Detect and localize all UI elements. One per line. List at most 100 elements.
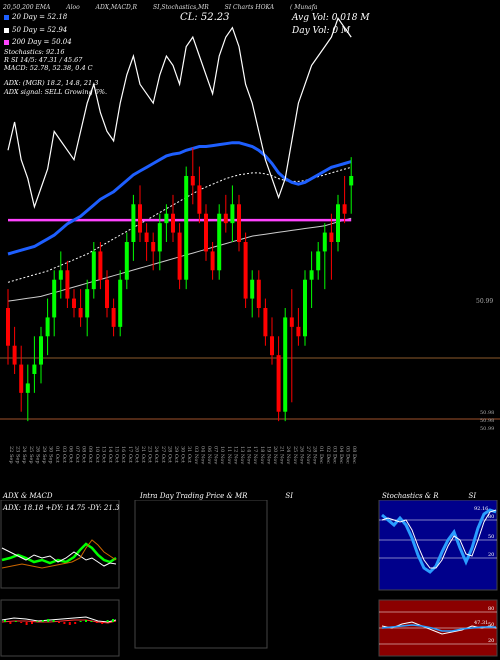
intraday-panel [134,500,268,649]
adx-readout: ADX: (MGR) 18.2, 14.8, 21.3 [4,79,99,87]
adx-macd-title: ADX & MACD [3,492,53,500]
candle-body [210,251,215,271]
macd-line [1,616,117,623]
candle-body [157,223,162,252]
rsi-signal-line [381,624,496,632]
x-tick-label: 15 Oct [114,446,120,463]
macd-bar [95,622,98,623]
candle-body [118,279,123,327]
x-tick-label: 27 Oct [160,446,166,463]
price-tag: 50.99 [476,298,493,305]
stoch-value-label: 92.16 [474,506,488,512]
candle-body [336,204,340,242]
candle-body [98,251,103,280]
candle-body [349,176,354,186]
stoch-k-line [381,508,497,574]
x-axis-labels: 22 Sep 23 Sep 24 Sep 25 Sep 26 Sep 29 Sep 30 S… [8,446,357,464]
candle-body [151,242,156,252]
ema20-line [7,141,352,256]
header-item: Aloo [66,4,80,11]
ma-legend-200: 200 Day = 50.04 [4,38,72,46]
x-tick-label: 01 Dec [318,446,324,464]
rsi-tick: 50 [488,622,494,628]
x-tick-label: 08 Oct [81,446,87,463]
x-tick-label: 06 Nov [206,446,212,464]
x-tick-label: 31 Oct [186,446,192,463]
candle-body [309,270,314,280]
header-item: ADX,MACD,R [95,4,138,11]
x-tick-label: 23 Sep [15,446,21,464]
rsi-value-label: 47.31 [474,620,488,626]
intraday-title: Intra Day Trading Price & MR SI [140,492,293,500]
price-label: 50.99 [480,426,494,432]
x-tick-label: 21 Nov [279,446,285,464]
macd-bar [14,621,17,622]
macd-bar [106,620,109,622]
candle-body [289,317,294,327]
avg-volume: Avg Vol: 0.018 M [292,13,370,23]
candle-body [78,308,83,318]
x-tick-label: 30 Oct [180,446,186,463]
adx-signal: ADX signal: SELL Growing 6%. [4,88,108,96]
candle-body [144,232,149,242]
candles [6,147,354,422]
candle-body [25,383,30,393]
adx-line [1,539,117,569]
x-tick-label: 10 Nov [219,446,225,464]
x-tick-label: 29 Oct [173,446,179,463]
x-tick-label: 25 Sep [28,446,34,464]
macd-histogram [4,619,114,625]
stoch-tick: 80 [488,514,494,520]
adx-minus-line [1,547,117,567]
macd-bar [25,622,28,625]
macd-bar [58,622,60,623]
ma20-swatch [4,14,9,20]
x-tick-label: 02 Dec [325,446,331,464]
candle-body [164,213,169,224]
candle-body [184,176,189,280]
chart-header: 20,50,200 EMA Aloo ADX,MACD,R SI,Stochas… [3,4,332,11]
adx-plus-line [1,542,117,565]
x-tick-label: 25 Nov [292,446,298,464]
candle-body [296,326,301,337]
candle-body [342,204,347,214]
adx-box [0,500,120,589]
stoch-d-line [381,509,497,569]
price-label: 50.98 [480,410,494,416]
candle-body [270,336,274,356]
candle-body [322,232,327,252]
x-tick-label: 12 Nov [232,446,238,464]
header-item: SI,Stochastics,MR [152,4,209,11]
candle-body [283,317,288,412]
candle-body [124,242,129,280]
price-line [7,17,352,210]
ma-legend-20: 20 Day = 52.18 [4,13,67,21]
macd-bar [41,620,44,622]
x-tick-label: 27 Nov [305,446,311,464]
x-tick-label: 26 Nov [298,446,304,464]
x-tick-label: 04 Nov [199,446,205,464]
macd-readout: MACD: 52.78, 52.38, 0.4 C [4,64,93,72]
rsi-readout: R SI 14/5: 47.31 / 45.67 [4,56,83,64]
x-tick-label: 20 Nov [272,446,278,464]
stoch-tick: 50 [488,534,494,540]
stoch-rsi-panel: 80 50 20 92.16 80 50 20 47.31 [378,500,498,657]
x-tick-label: 07 Oct [74,446,80,463]
stoch-rsi-title: Stochastics & R SI [382,492,477,500]
x-tick-label: 23 Oct [147,446,153,463]
x-tick-label: 30 Sep [48,446,54,464]
x-tick-label: 14 Oct [107,446,113,463]
adx-macd-panel: ADX: 18.18 +DY: 14.75 -DY: 21.31 [0,500,120,657]
x-tick-label: 26 Sep [34,446,40,464]
macd-bar [47,619,50,622]
x-tick-label: 07 Nov [213,446,219,464]
candle-body [32,364,37,374]
candle-body [65,270,70,299]
stoch-tick: 20 [488,552,494,558]
header-item: 20,50,200 EMA [3,4,51,11]
candle-body [197,185,202,214]
x-tick-label: 19 Nov [265,446,271,464]
candle-body [19,364,24,393]
macd-bar [74,622,77,624]
day-volume: Day Vol: 0 M [292,26,351,36]
